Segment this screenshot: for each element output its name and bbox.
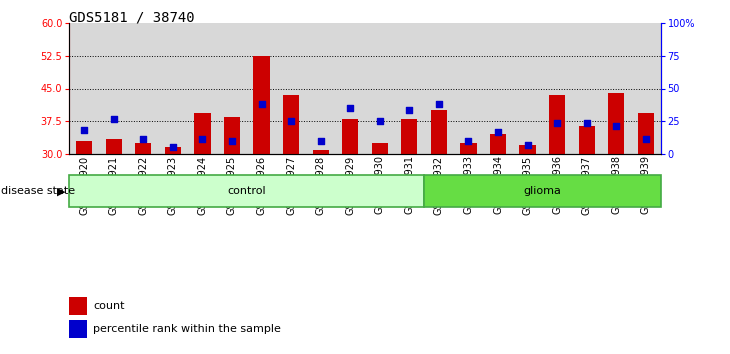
Point (374, 118, 385, 124)
Bar (224, 117, 240, 154)
Point (345, 105, 356, 111)
Bar (542, 23, 572, 154)
Bar (128, 23, 158, 154)
Point (551, 121, 563, 126)
Bar (342, 119, 358, 154)
Bar (424, 175, 661, 207)
Point (463, 138, 474, 144)
Bar (453, 23, 483, 154)
Bar (194, 113, 210, 154)
Point (196, 136, 208, 142)
Bar (165, 147, 181, 154)
Text: count: count (93, 301, 125, 311)
Point (108, 116, 120, 122)
Bar (394, 23, 424, 154)
Point (255, 101, 267, 107)
Text: ▶: ▶ (57, 186, 66, 196)
Point (581, 121, 593, 126)
Bar (483, 23, 512, 154)
Text: control: control (228, 186, 266, 196)
Text: percentile rank within the sample: percentile rank within the sample (93, 324, 281, 334)
Bar (283, 95, 299, 154)
Bar (638, 113, 654, 154)
Bar (158, 23, 188, 154)
Bar (431, 110, 447, 154)
Bar (247, 23, 276, 154)
Point (285, 118, 297, 124)
Bar (572, 23, 602, 154)
Bar (549, 95, 565, 154)
Bar (461, 143, 477, 154)
Bar (520, 145, 536, 154)
Point (226, 138, 238, 144)
Bar (335, 23, 365, 154)
Point (315, 138, 326, 144)
Bar (365, 23, 394, 154)
Point (433, 101, 445, 107)
Bar (602, 23, 631, 154)
Bar (306, 23, 336, 154)
Text: GDS5181 / 38740: GDS5181 / 38740 (69, 11, 195, 25)
Bar (135, 143, 151, 154)
Bar (188, 23, 218, 154)
Point (610, 123, 622, 129)
Bar (69, 297, 87, 314)
Bar (424, 23, 453, 154)
Bar (69, 320, 87, 338)
Point (167, 144, 179, 150)
Point (492, 129, 504, 135)
Bar (372, 143, 388, 154)
Bar (608, 93, 624, 154)
Point (522, 142, 534, 148)
Point (137, 136, 149, 142)
Bar (69, 23, 99, 154)
Bar (218, 23, 247, 154)
Bar (69, 175, 424, 207)
Point (78, 127, 90, 133)
Bar (276, 23, 306, 154)
Bar (76, 141, 92, 154)
Point (640, 136, 652, 142)
Point (404, 108, 415, 113)
Text: disease state: disease state (1, 186, 75, 196)
Bar (512, 23, 542, 154)
Bar (631, 23, 661, 154)
Bar (490, 135, 506, 154)
Bar (402, 119, 418, 154)
Bar (106, 139, 122, 154)
Text: glioma: glioma (523, 186, 561, 196)
Bar (99, 23, 128, 154)
Bar (579, 126, 595, 154)
Bar (312, 150, 328, 154)
Bar (253, 56, 269, 154)
